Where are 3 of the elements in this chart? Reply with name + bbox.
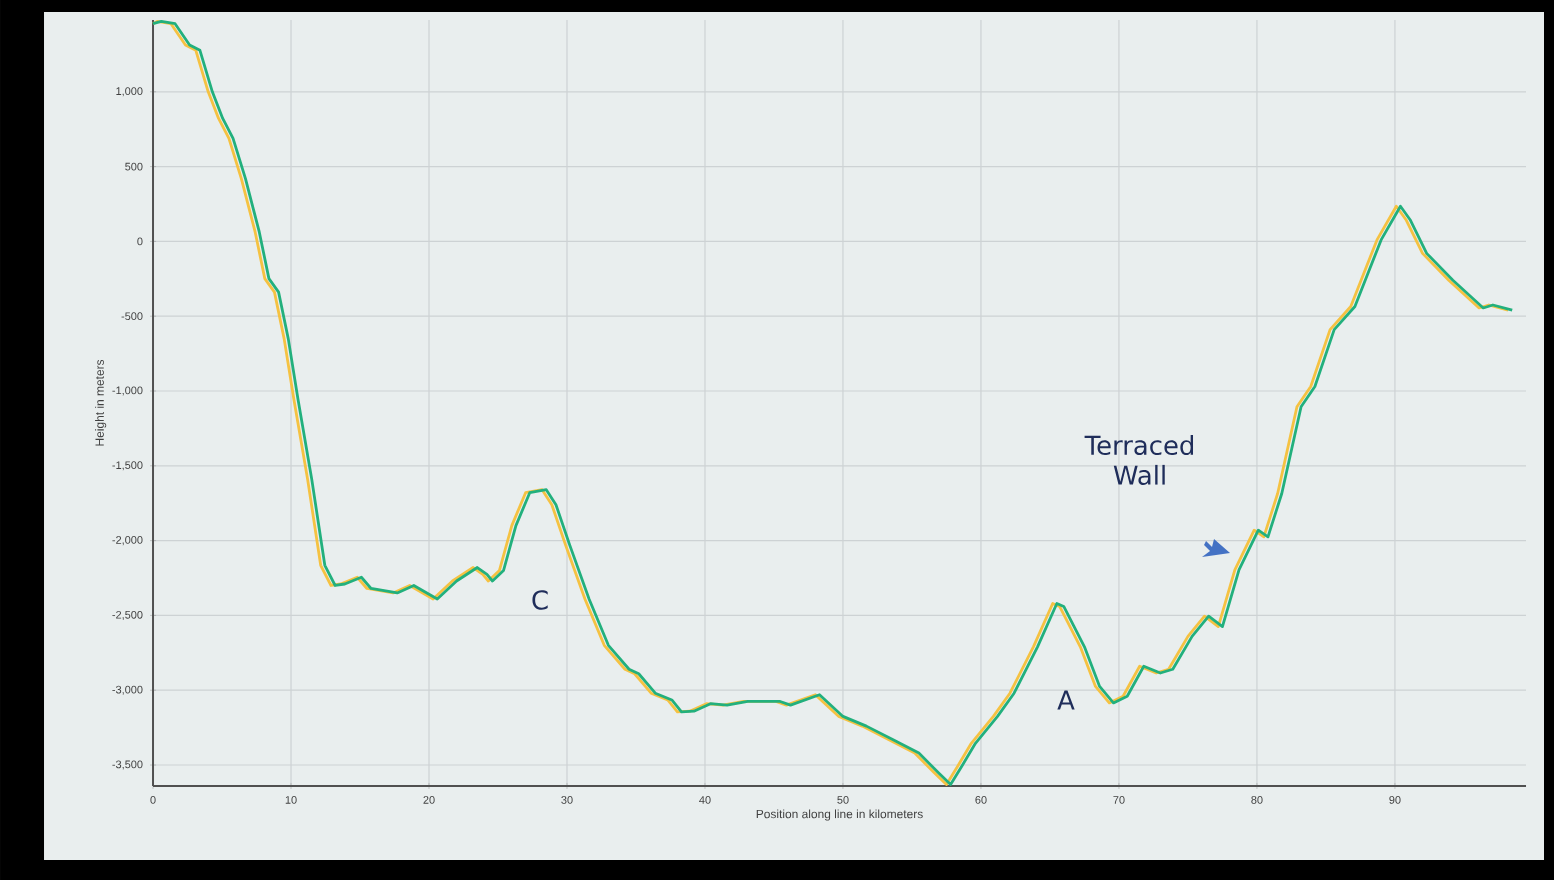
annotation: Terraced Wall (1084, 435, 1194, 485)
annotation: C (532, 590, 548, 610)
annotation: A (1057, 690, 1075, 710)
